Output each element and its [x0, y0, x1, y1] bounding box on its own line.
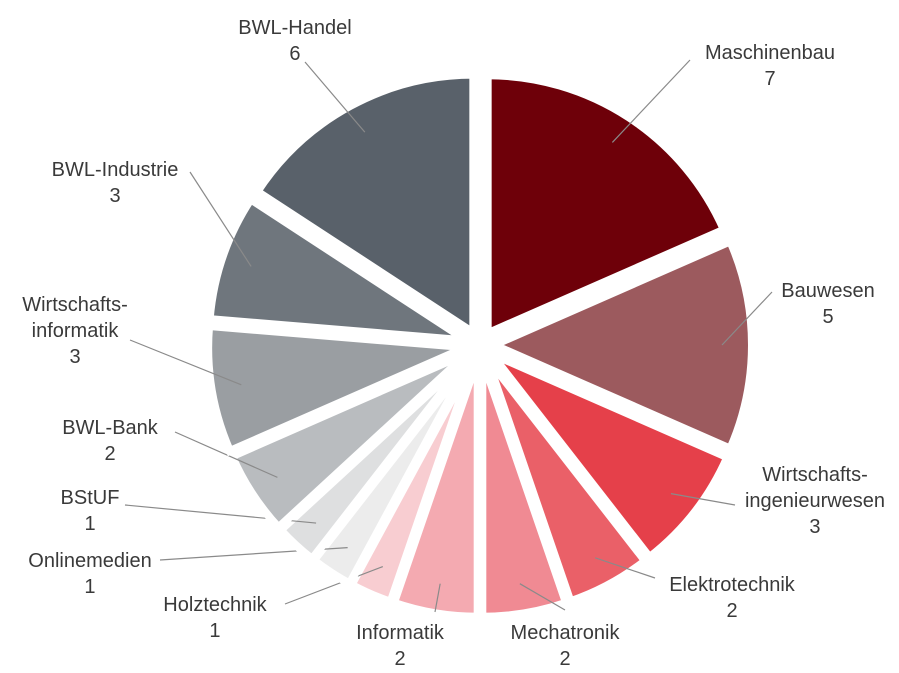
pie-slice: [487, 349, 733, 563]
value-label: 5: [822, 306, 834, 328]
slice-label: Elektrotechnik 2: [669, 572, 795, 624]
value-label: 2: [559, 648, 571, 670]
leader-line: [304, 61, 366, 133]
category-label: Maschinenbau: [704, 42, 836, 64]
leader-line: [611, 59, 691, 143]
leader-line: [721, 291, 773, 346]
value-label: 3: [69, 346, 81, 368]
category-label: BStUF: [60, 487, 120, 509]
category-label: Holztechnik: [163, 594, 267, 616]
slice-label: Wirtschafts- ingenieurwesen 3: [745, 462, 885, 540]
value-label: 7: [764, 68, 776, 90]
slice-label: Onlinemedien 1: [28, 548, 151, 600]
category-label: Wirtschafts- ingenieurwesen: [744, 464, 886, 512]
slice-label: Mechatronik 2: [511, 620, 620, 672]
value-label: 2: [104, 443, 116, 465]
value-label: 6: [289, 43, 301, 65]
category-label: Wirtschafts- informatik: [22, 294, 128, 342]
pie-slice: [251, 70, 478, 341]
category-label: Informatik: [356, 622, 444, 644]
slice-label: BWL-Handel 6: [238, 15, 351, 67]
slice-label: Maschinenbau 7: [705, 40, 835, 92]
pie-slice: [226, 348, 471, 534]
slice-label: Holztechnik 1: [163, 592, 266, 644]
slice-label: Informatik 2: [356, 620, 444, 672]
leader-line: [670, 493, 736, 506]
value-label: 1: [209, 620, 221, 642]
leader-line: [519, 583, 566, 611]
value-label: 2: [394, 648, 406, 670]
category-label: Bauwesen: [781, 280, 875, 302]
pie-slice: [483, 71, 730, 340]
pie-slice: [482, 354, 651, 607]
value-label: 1: [84, 513, 96, 535]
leader-line: [189, 171, 252, 267]
category-label: BWL-Bank: [62, 417, 158, 439]
value-label: 2: [726, 600, 738, 622]
category-label: Onlinemedien: [28, 550, 152, 572]
leader-line: [434, 583, 441, 613]
slice-label: Wirtschafts- informatik 3: [22, 292, 128, 370]
leader-line: [129, 339, 242, 386]
slice-label: BWL-Industrie 3: [52, 157, 179, 209]
leader-line: [284, 566, 384, 605]
value-label: 1: [84, 576, 96, 598]
value-label: 3: [109, 185, 121, 207]
category-label: Mechatronik: [510, 622, 620, 644]
pie-slice: [204, 321, 468, 457]
category-label: BWL-Industrie: [51, 159, 179, 181]
slice-label: BWL-Bank 2: [62, 415, 158, 467]
leader-line: [174, 431, 278, 478]
pie-slice: [484, 236, 756, 454]
slice-label: Bauwesen 5: [781, 278, 874, 330]
category-label: Elektrotechnik: [669, 574, 795, 596]
slice-label: BStUF 1: [61, 485, 120, 537]
pie-slice: [478, 357, 572, 621]
value-label: 3: [809, 516, 821, 538]
category-label: BWL-Handel: [238, 17, 352, 39]
pie-slice: [205, 193, 469, 345]
leader-line: [594, 557, 656, 579]
